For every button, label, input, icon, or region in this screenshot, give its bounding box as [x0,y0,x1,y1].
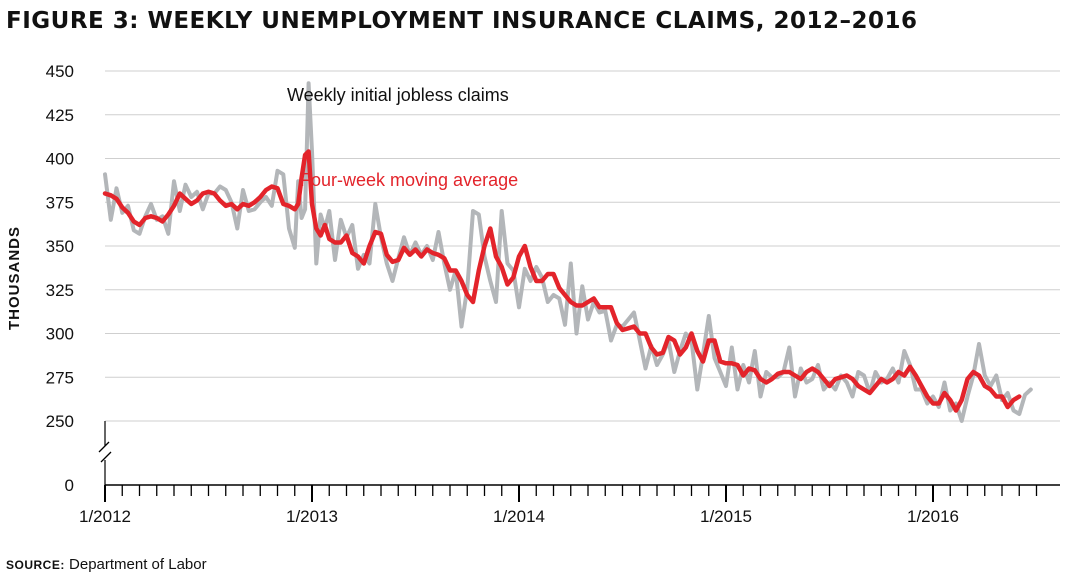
x-tick-label: 1/2015 [700,507,752,526]
x-tick-label: 1/2014 [493,507,545,526]
moving-average-line [102,149,1022,413]
x-tick-label: 1/2013 [286,507,338,526]
y-tick-label: 375 [46,193,74,212]
y-axis-ticks: 0 250 275 300 325 350 375 400 425 450 [46,62,74,495]
series-label-weekly: Weekly initial jobless claims [287,85,509,105]
axes [98,421,1060,486]
y-tick-label: 275 [46,368,74,387]
source-label: SOURCE: [6,558,65,572]
y-tick-label: 250 [46,412,74,431]
y-tick-label: 425 [46,106,74,125]
series-lines [102,81,1033,423]
x-axis-ticks: 1/2012 1/2013 1/2014 1/2015 1/2016 [79,485,1038,526]
source-note: SOURCE: Department of Labor [6,556,207,573]
y-axis-label: THOUSANDS [6,226,23,330]
y-tick-label: 350 [46,237,74,256]
axis-break-mark [98,441,112,463]
source-text: Department of Labor [69,556,207,573]
series-label-average: Four-week moving average [300,170,518,190]
grid-lines [105,70,1060,422]
y-tick-label: 0 [65,476,74,495]
chart-title: FIGURE 3: WEEKLY UNEMPLOYMENT INSURANCE … [6,8,918,34]
weekly-claims-line [103,81,1033,423]
y-tick-label: 325 [46,281,74,300]
y-tick-label: 450 [46,62,74,81]
y-tick-label: 400 [46,150,74,169]
x-tick-label: 1/2012 [79,507,131,526]
y-tick-label: 300 [46,325,74,344]
x-tick-label: 1/2016 [907,507,959,526]
